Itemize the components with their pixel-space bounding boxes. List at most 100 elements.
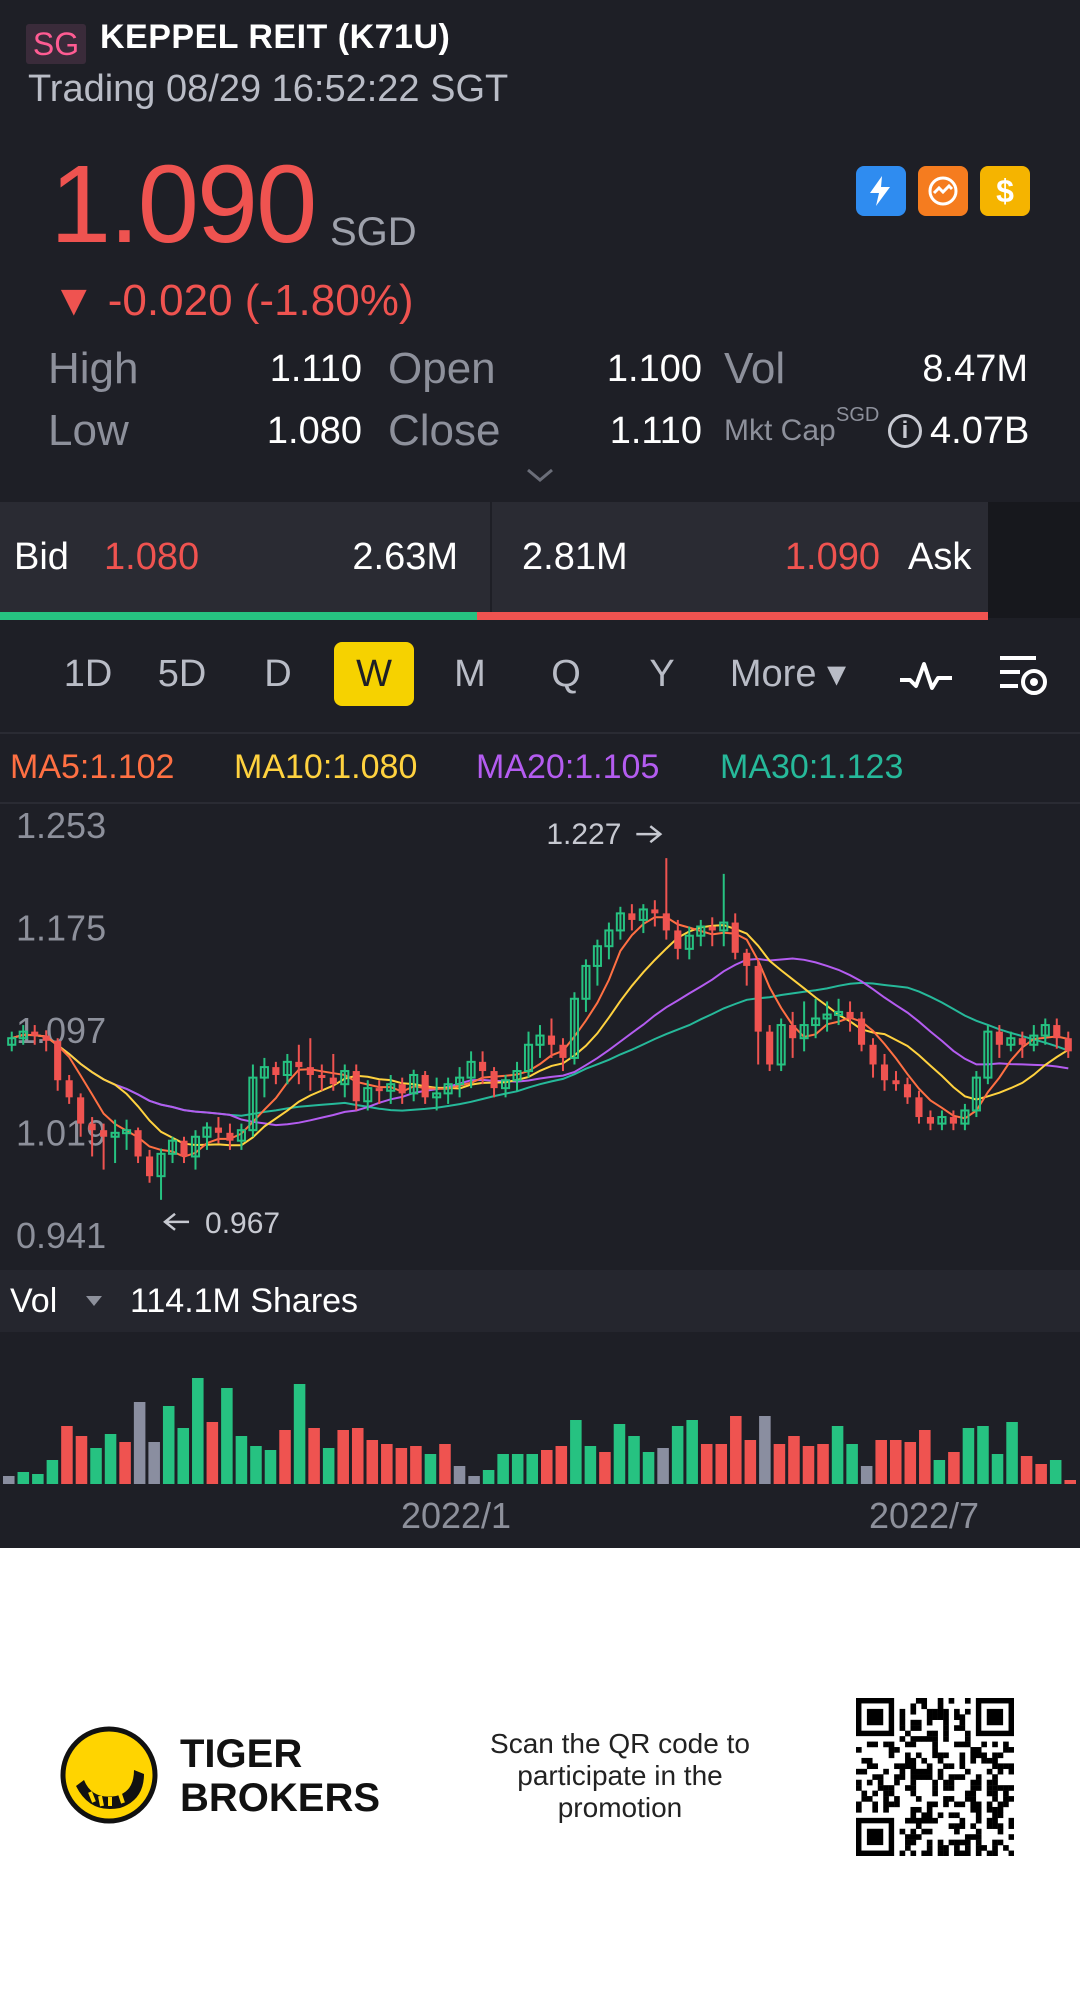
- tab-d[interactable]: D: [264, 653, 292, 695]
- divider: [0, 802, 1080, 804]
- ask-label: Ask: [908, 536, 972, 578]
- dropdown-triangle-icon[interactable]: [82, 1290, 106, 1310]
- volume-bar: [613, 1424, 626, 1484]
- mktcap-currency: SGD: [836, 404, 880, 426]
- qr-code-icon[interactable]: [856, 1698, 1014, 1856]
- candle-body: [651, 909, 659, 914]
- volume-bar: [162, 1406, 175, 1484]
- candle-body: [892, 1080, 900, 1085]
- market-badge: SG: [26, 24, 86, 64]
- y-tick-label: 0.941: [16, 1215, 106, 1256]
- volume-bar: [977, 1426, 989, 1484]
- volume-bar: [802, 1446, 815, 1484]
- tab-more[interactable]: More ▾: [729, 653, 847, 695]
- candle-body: [743, 952, 751, 966]
- candle-body: [696, 925, 706, 937]
- candle-body: [375, 1088, 383, 1092]
- candle-body: [443, 1083, 453, 1095]
- candle-body: [134, 1130, 142, 1157]
- candle-body: [421, 1074, 429, 1098]
- ma5-label: MA5:1.102: [10, 748, 175, 786]
- info-icon[interactable]: i: [888, 414, 922, 448]
- candle-body: [569, 997, 580, 1059]
- candle-body: [822, 1013, 832, 1020]
- tab-5d[interactable]: 5D: [157, 653, 207, 695]
- volume-bar: [860, 1466, 873, 1484]
- candle-body: [18, 1030, 28, 1040]
- volume-bar: [948, 1452, 960, 1484]
- candle-body: [466, 1060, 476, 1079]
- tab-q[interactable]: Q: [551, 653, 581, 695]
- candle-body: [272, 1067, 280, 1075]
- candle-body: [1006, 1037, 1016, 1046]
- expand-chevron-icon[interactable]: [522, 462, 558, 498]
- candle-body: [202, 1126, 212, 1138]
- volume-bar: [584, 1446, 597, 1484]
- y-tick-label: 1.175: [16, 908, 106, 949]
- price-change: ▼ -0.020 (-1.80%): [52, 276, 414, 325]
- candle-body: [674, 930, 682, 949]
- tab-y[interactable]: Y: [649, 653, 675, 695]
- candle-body: [398, 1084, 406, 1094]
- candle-body: [559, 1044, 567, 1058]
- candle-body: [1064, 1038, 1072, 1052]
- volume-bar: [148, 1442, 160, 1484]
- tab-m[interactable]: M: [454, 653, 486, 695]
- x-axis-label: 2022/1: [401, 1495, 511, 1536]
- volume-bar: [192, 1378, 204, 1484]
- tab-w[interactable]: W: [334, 642, 414, 706]
- candle-body: [811, 1017, 821, 1027]
- candle-body: [719, 921, 729, 932]
- swap-icon[interactable]: [918, 166, 968, 216]
- candle-body: [110, 1131, 120, 1138]
- candle-body: [479, 1061, 487, 1072]
- candle-body: [100, 1130, 108, 1137]
- ma10-label: MA10:1.080: [234, 748, 418, 786]
- ask-ratio-bar: [477, 612, 988, 620]
- candle-body: [766, 1031, 774, 1065]
- open-value: 1.100: [606, 348, 702, 390]
- indicator-icon[interactable]: [898, 654, 954, 698]
- volume-bar: [744, 1440, 757, 1484]
- volume-bar: [526, 1454, 538, 1484]
- candle-body: [512, 1070, 522, 1082]
- volume-bar: [889, 1440, 902, 1484]
- volume-bar: [3, 1476, 15, 1484]
- candle-body: [31, 1031, 39, 1036]
- candle-body: [214, 1127, 223, 1133]
- volume-bar: [1064, 1480, 1076, 1484]
- low-label: Low: [48, 406, 129, 455]
- bid-ask-side: [988, 502, 1080, 618]
- candle-body: [340, 1070, 350, 1086]
- volume-bar: [715, 1444, 728, 1484]
- vol-value: 8.47M: [922, 348, 1028, 390]
- volume-bar: [119, 1442, 131, 1484]
- volume-bar: [642, 1452, 655, 1484]
- candle-body: [662, 913, 670, 931]
- mktcap-value: 4.07B: [930, 410, 1030, 452]
- chart-settings-icon[interactable]: [996, 652, 1048, 700]
- tab-1d[interactable]: 1D: [63, 653, 113, 695]
- volume-bar: [1049, 1460, 1062, 1484]
- volume-bar: [904, 1442, 917, 1484]
- candle-body: [490, 1071, 498, 1089]
- promo-text-line1: Scan the QR code to: [490, 1728, 750, 1759]
- candle-body: [547, 1035, 556, 1045]
- dollar-icon[interactable]: $: [980, 166, 1030, 216]
- candle-body: [731, 922, 739, 953]
- candle-body: [983, 1030, 993, 1079]
- volume-bar: [1006, 1422, 1018, 1484]
- volume-bar: [1020, 1456, 1033, 1484]
- volume-bar: [177, 1428, 190, 1484]
- volume-bar: [831, 1426, 844, 1484]
- x-axis-label: 2022/7: [869, 1495, 979, 1536]
- candle-body: [145, 1156, 154, 1177]
- candle-body: [857, 1018, 866, 1045]
- volume-label[interactable]: Vol: [10, 1282, 58, 1320]
- ma10-line: [11, 924, 1069, 1147]
- flash-trade-icon[interactable]: [856, 166, 906, 216]
- volume-bar: [933, 1460, 946, 1484]
- volume-bar: [700, 1444, 713, 1484]
- candle-body: [1018, 1038, 1026, 1045]
